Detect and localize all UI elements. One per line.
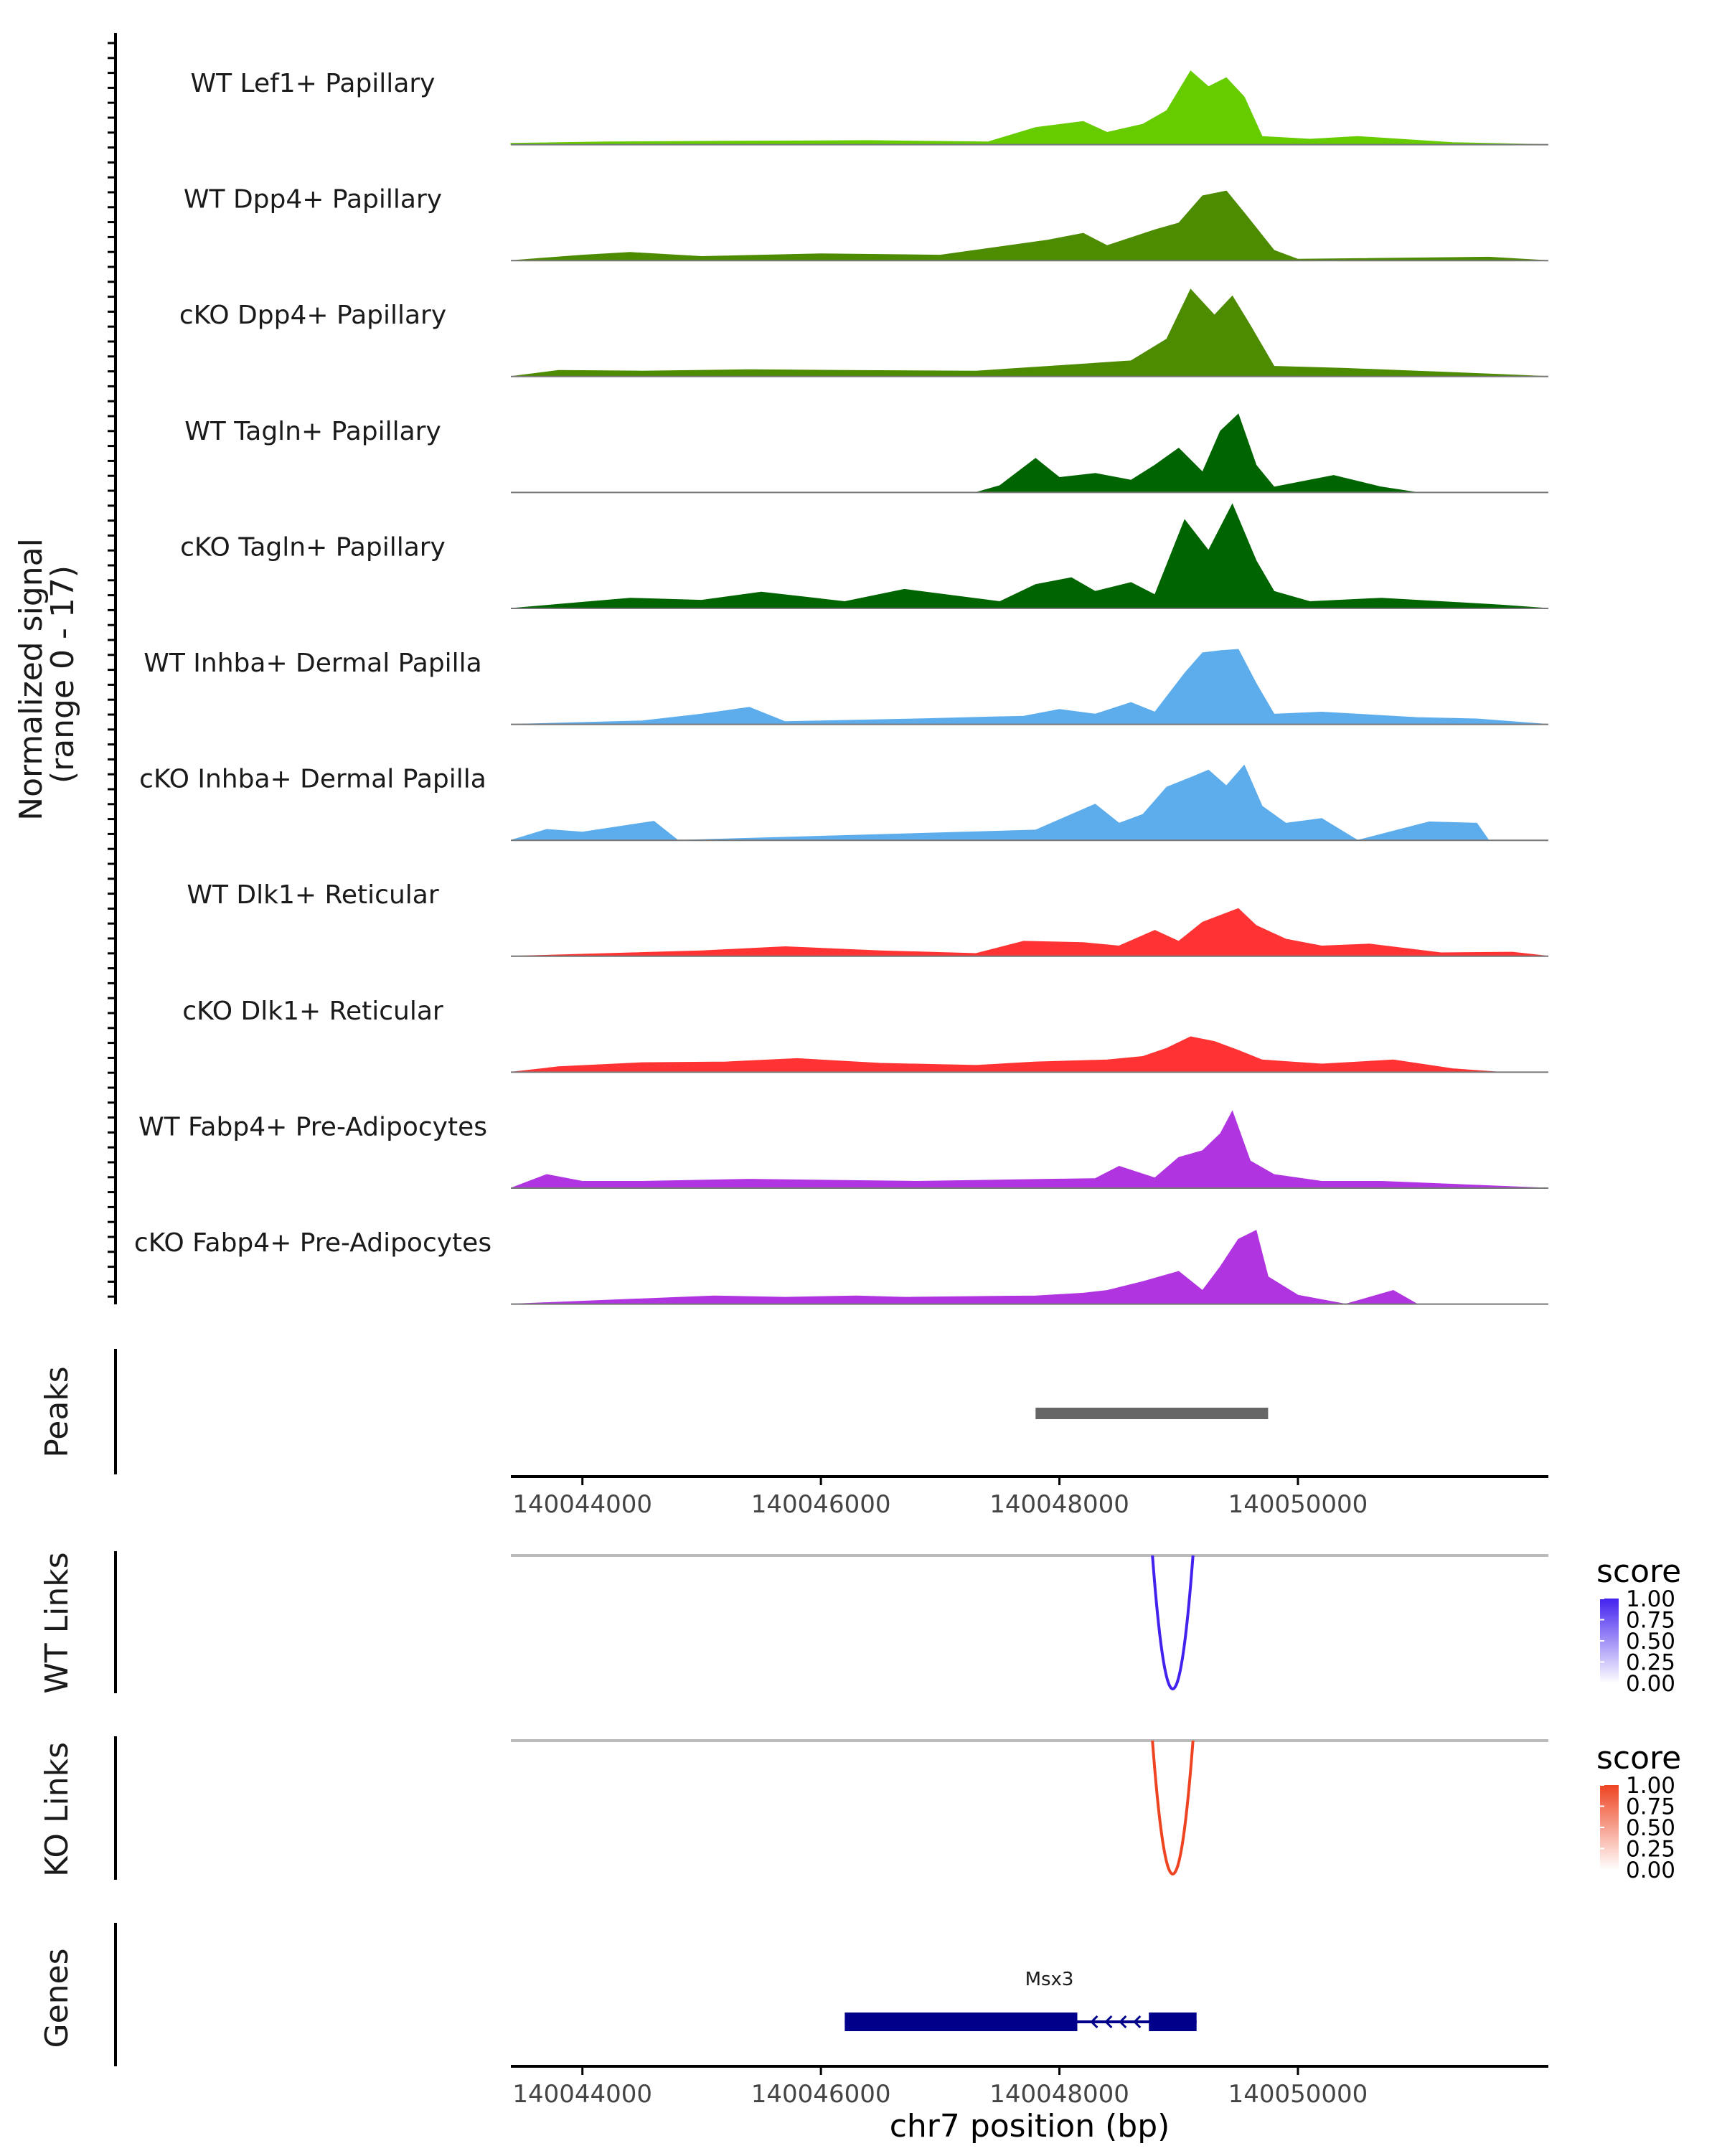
ko-links-panel: KO Links score 1.000.750.500.250.00 bbox=[39, 1736, 1681, 1883]
track-label: cKO Fabp4+ Pre-Adipocytes bbox=[134, 1228, 491, 1258]
track-label: WT Dpp4+ Papillary bbox=[184, 185, 442, 215]
wt-legend-title: score bbox=[1596, 1553, 1681, 1590]
peaks-panel-title: Peaks bbox=[39, 1366, 75, 1457]
wt-links bbox=[511, 1554, 1548, 1690]
x-tick-label: 140048000 bbox=[989, 1490, 1129, 1519]
strand-arrow bbox=[1119, 2015, 1127, 2029]
coverage-track: WT Lef1+ Papillary bbox=[191, 69, 1549, 146]
coverage-ylabel: Normalized signal bbox=[13, 538, 50, 821]
track-label: cKO Inhba+ Dermal Papilla bbox=[139, 765, 486, 794]
strand-arrow bbox=[1133, 2015, 1142, 2029]
track-label: WT Tagln+ Papillary bbox=[184, 417, 441, 446]
legend-tick-label: 1.00 bbox=[1626, 1773, 1675, 1799]
gene-exon bbox=[1149, 2013, 1197, 2031]
coverage-track: cKO Dpp4+ Papillary bbox=[179, 288, 1549, 377]
wt-links-panel-title: WT Links bbox=[39, 1552, 75, 1693]
x-tick-label: 140048000 bbox=[989, 2080, 1129, 2109]
ko-links-score-legend: score 1.000.750.500.250.00 bbox=[1596, 1740, 1681, 1883]
coverage-panel: Normalized signal (range 0 - 17) WT Lef1… bbox=[13, 33, 1549, 1305]
coverage-track: cKO Inhba+ Dermal Papilla bbox=[139, 764, 1548, 842]
x-tick-label: 140046000 bbox=[751, 1490, 891, 1519]
peak-regions bbox=[1035, 1408, 1269, 1419]
track-label: WT Inhba+ Dermal Papilla bbox=[144, 649, 481, 678]
x-tick-label: 140050000 bbox=[1228, 2080, 1368, 2109]
genes-panel-title: Genes bbox=[39, 1948, 75, 2048]
strand-arrow bbox=[1104, 2015, 1113, 2029]
coverage-track: WT Fabp4+ Pre-Adipocytes bbox=[138, 1110, 1549, 1189]
x-tick-label: 140050000 bbox=[1228, 1490, 1368, 1519]
x-tick-label: 140044000 bbox=[512, 2080, 652, 2109]
track-label: cKO Dpp4+ Papillary bbox=[179, 301, 446, 330]
x-axis-bottom: 140044000 140046000 140048000 140050000 chr… bbox=[511, 2065, 1548, 2145]
coverage-area bbox=[511, 413, 1548, 493]
legend-tick-label: 0.25 bbox=[1626, 1837, 1675, 1863]
gene-exon bbox=[844, 2013, 1078, 2031]
coverage-area bbox=[510, 1036, 1548, 1073]
coverage-area bbox=[510, 288, 1549, 377]
genes-panel: Genes Msx3 bbox=[39, 1923, 1197, 2066]
coverage-y-axis-title: Normalized signal (range 0 - 17) bbox=[13, 528, 81, 821]
x-axis-title: chr7 position (bp) bbox=[890, 2108, 1170, 2145]
coverage-ylabel-range: (range 0 - 17) bbox=[44, 565, 81, 783]
coverage-track: cKO Tagln+ Papillary bbox=[180, 503, 1549, 609]
track-label: cKO Tagln+ Papillary bbox=[180, 532, 446, 562]
x-tick-label: 140046000 bbox=[751, 2080, 891, 2109]
x-axis-top-ticks: 140044000 140046000 140048000 140050000 bbox=[512, 1477, 1368, 1519]
coverage-y-axis-ticks bbox=[108, 42, 116, 1298]
legend-tick-label: 0.25 bbox=[1626, 1650, 1675, 1676]
strand-arrow bbox=[1090, 2015, 1098, 2029]
gene-name: Msx3 bbox=[1025, 1969, 1074, 1990]
coverage-area bbox=[510, 649, 1549, 725]
x-axis-bottom-ticks: 140044000 140046000 140048000 140050000 bbox=[512, 2066, 1368, 2109]
link-arc bbox=[1151, 1740, 1195, 1875]
legend-tick-label: 0.75 bbox=[1626, 1608, 1675, 1634]
coverage-track: WT Dlk1+ Reticular bbox=[187, 880, 1549, 957]
coverage-area bbox=[510, 1110, 1549, 1189]
track-label: WT Fabp4+ Pre-Adipocytes bbox=[138, 1112, 487, 1141]
coverage-area bbox=[510, 764, 1548, 841]
coverage-area bbox=[510, 70, 1549, 146]
track-label: cKO Dlk1+ Reticular bbox=[182, 997, 443, 1026]
legend-tick-label: 0.00 bbox=[1626, 1858, 1675, 1883]
coverage-area bbox=[510, 190, 1549, 261]
coverage-track: WT Tagln+ Papillary bbox=[184, 413, 1548, 494]
coverage-track: WT Inhba+ Dermal Papilla bbox=[144, 649, 1549, 725]
gene-models: Msx3 bbox=[844, 1969, 1197, 2031]
ko-links-panel-title: KO Links bbox=[39, 1742, 75, 1877]
legend-tick-label: 0.50 bbox=[1626, 1815, 1675, 1841]
ko-legend-title: score bbox=[1596, 1740, 1681, 1776]
wt-links-score-legend: score 1.000.750.500.250.00 bbox=[1596, 1553, 1681, 1697]
wt-links-panel: WT Links score 1.000.750.500.250.00 bbox=[39, 1551, 1681, 1697]
coverage-track: WT Dpp4+ Papillary bbox=[184, 185, 1549, 262]
peaks-panel: Peaks bbox=[39, 1349, 1269, 1474]
legend-tick-label: 0.75 bbox=[1626, 1794, 1675, 1820]
coverage-track: cKO Fabp4+ Pre-Adipocytes bbox=[134, 1228, 1548, 1305]
x-axis-top: 140044000 140046000 140048000 140050000 bbox=[511, 1475, 1548, 1519]
coverage-area bbox=[510, 503, 1549, 609]
coverage-track: cKO Dlk1+ Reticular bbox=[182, 997, 1548, 1073]
x-tick-label: 140044000 bbox=[512, 1490, 652, 1519]
ko-links bbox=[511, 1739, 1548, 1875]
track-label: WT Lef1+ Papillary bbox=[191, 69, 436, 98]
legend-tick-label: 1.00 bbox=[1626, 1586, 1675, 1612]
coverage-area bbox=[510, 1230, 1548, 1305]
legend-tick-label: 0.00 bbox=[1626, 1671, 1675, 1697]
peak-region bbox=[1035, 1408, 1269, 1419]
track-label: WT Dlk1+ Reticular bbox=[187, 880, 438, 910]
coverage-tracks: WT Lef1+ Papillary WT Dpp4+ Papillary cKO … bbox=[134, 69, 1549, 1305]
legend-tick-label: 0.50 bbox=[1626, 1629, 1675, 1654]
link-arc bbox=[1151, 1555, 1195, 1690]
coverage-area bbox=[510, 908, 1549, 957]
